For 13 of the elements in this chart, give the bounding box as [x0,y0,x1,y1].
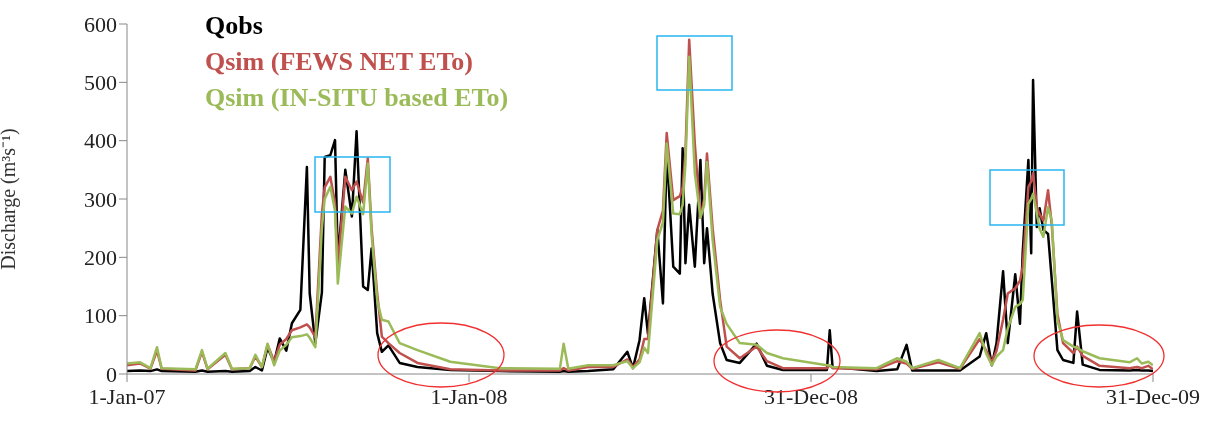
text: Qsim (FEWS NET ETo) [205,46,474,78]
y-tick-label: 300 [84,186,117,212]
y-axis-title: Discharge (m³s⁻¹) [0,128,21,270]
x-tick-label: 31-Dec-08 [763,383,859,409]
y-tick-label: 500 [84,70,117,96]
x-tick-label: 31-Dec-09 [1105,383,1201,409]
x-tick-label: 1-Jan-08 [430,383,508,409]
y-tick-label: 200 [84,245,117,271]
y-tick-label: 600 [84,11,117,37]
text: Qobs [205,10,264,42]
text: Qsim (IN-SITU based ETo) [205,82,509,114]
y-tick-label: 400 [84,128,117,154]
y-tick-label: 100 [84,303,117,329]
